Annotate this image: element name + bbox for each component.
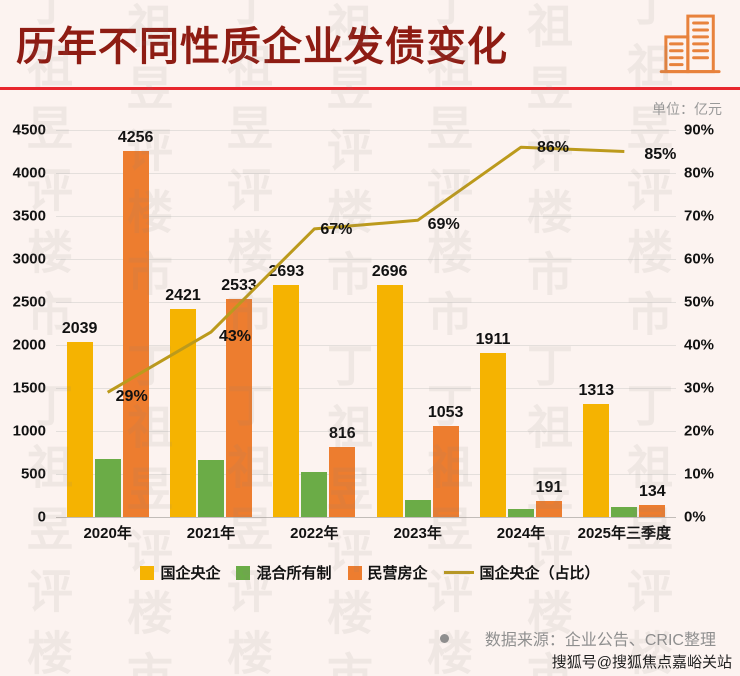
bar xyxy=(122,150,149,517)
legend-item: 混合所有制 xyxy=(236,562,332,583)
x-axis-label: 2022年 xyxy=(290,525,339,542)
line-percent-label: 67% xyxy=(320,220,353,238)
left-tick-label: 1500 xyxy=(12,379,46,397)
building-icon xyxy=(659,14,721,74)
gridline xyxy=(56,258,676,260)
legend-swatch xyxy=(140,565,155,580)
bar xyxy=(508,508,534,517)
bar xyxy=(198,460,224,517)
right-tick-label: 50% xyxy=(684,293,715,311)
unit-label: 单位：亿元 xyxy=(652,101,722,117)
line-percent-label: 29% xyxy=(115,388,148,406)
source-row: 数据来源：企业公告、CRIC整理 xyxy=(0,626,740,650)
legend-label: 混合所有制 xyxy=(256,565,332,582)
left-tick-label: 500 xyxy=(20,465,46,483)
bar-value-label: 2421 xyxy=(165,286,201,304)
right-tick-label: 20% xyxy=(684,422,715,440)
right-axis: 0% 10% 20% 30% 40% 50% 60% 70% 80% 90% xyxy=(682,122,738,526)
gridline xyxy=(56,430,676,432)
title-underline xyxy=(0,87,740,90)
legend-swatch xyxy=(443,571,474,574)
bar-value-label: 4256 xyxy=(117,128,154,146)
bar-value-label: 191 xyxy=(535,478,563,496)
line-percent-label: 43% xyxy=(219,328,252,346)
right-tick-label: 60% xyxy=(684,250,715,268)
gridline xyxy=(56,344,676,346)
source-text: 数据来源：企业公告、CRIC整理 xyxy=(484,632,716,649)
bullet-dot-icon xyxy=(439,633,449,643)
bar-value-label: 1313 xyxy=(578,382,615,400)
left-tick-label: 2000 xyxy=(12,336,46,354)
bar xyxy=(536,500,562,517)
legend-label: 民营房企 xyxy=(367,565,428,582)
legend-swatch xyxy=(347,565,362,580)
bar-value-label: 2696 xyxy=(371,263,408,281)
bar xyxy=(376,285,403,517)
legend-label: 国企央企（占比） xyxy=(479,565,600,582)
bar xyxy=(226,299,252,517)
bar-value-label: 1911 xyxy=(475,330,511,348)
bar xyxy=(66,341,93,517)
right-tick-label: 80% xyxy=(684,164,715,182)
right-tick-label: 90% xyxy=(684,121,715,139)
gridline xyxy=(56,301,676,303)
legend-swatch xyxy=(236,565,251,580)
bar xyxy=(432,426,459,517)
legend-item: 国企央企（占比） xyxy=(443,562,600,583)
bar xyxy=(301,471,328,517)
bar xyxy=(404,499,431,517)
bar-value-label: 134 xyxy=(638,483,666,501)
gridline xyxy=(56,516,676,518)
legend-item: 国企央企 xyxy=(140,562,220,583)
left-axis: 0 500 1000 1500 2000 2500 3000 3500 4000 4500 xyxy=(0,122,50,526)
right-tick-label: 40% xyxy=(684,336,715,354)
left-tick-label: 1000 xyxy=(12,422,46,440)
bar xyxy=(273,285,300,517)
gridline xyxy=(56,387,676,389)
line-percent-label: 85% xyxy=(644,145,677,163)
line-percent-label: 69% xyxy=(427,216,460,234)
bar xyxy=(329,446,356,517)
legend-item: 民营房企 xyxy=(347,562,428,583)
line-percent-label: 86% xyxy=(537,139,570,157)
x-axis: 2020年 2021年 2022年 2023年 2024年 2025年三季度 xyxy=(56,522,676,548)
bar-value-label: 2533 xyxy=(221,277,257,295)
x-axis-label: 2025年三季度 xyxy=(577,525,671,542)
x-axis-label: 2021年 xyxy=(186,525,236,542)
plot-area: 2039 2421 2693 2696 1911 1313 4256 2533 816 1053 1… xyxy=(56,128,677,518)
x-axis-label: 2023年 xyxy=(393,525,442,542)
x-axis-label: 2020年 xyxy=(83,525,132,542)
bar xyxy=(583,404,610,517)
left-tick-label: 4000 xyxy=(12,164,46,182)
bar xyxy=(611,507,638,517)
right-tick-label: 10% xyxy=(684,465,715,483)
x-axis-label: 2024年 xyxy=(496,525,546,542)
right-tick-label: 70% xyxy=(684,207,715,225)
right-tick-label: 30% xyxy=(684,379,715,397)
gridline xyxy=(56,172,676,174)
bar xyxy=(639,505,666,517)
page-title: 历年不同性质企业发债变化 xyxy=(16,25,508,69)
bar-value-label: 816 xyxy=(328,424,356,442)
gridline xyxy=(56,129,676,131)
bar xyxy=(480,352,506,517)
bar-value-label: 1053 xyxy=(427,404,464,422)
trend-line xyxy=(106,145,625,394)
left-tick-label: 2500 xyxy=(12,293,46,311)
bar-value-label: 2039 xyxy=(61,319,98,337)
gridline xyxy=(56,473,676,475)
legend: 国企央企 混合所有制 民营房企 国企央企（占比） xyxy=(0,562,740,583)
right-tick-label: 0% xyxy=(684,508,706,526)
left-tick-label: 4500 xyxy=(12,121,46,139)
legend-label: 国企央企 xyxy=(160,565,221,582)
left-tick-label: 3500 xyxy=(12,207,46,225)
gridline xyxy=(56,215,676,217)
sohu-watermark: 搜狐号@搜狐焦点嘉峪关站 xyxy=(551,654,732,671)
bar xyxy=(94,458,121,517)
left-tick-label: 0 xyxy=(37,508,46,526)
left-tick-label: 3000 xyxy=(12,250,46,268)
